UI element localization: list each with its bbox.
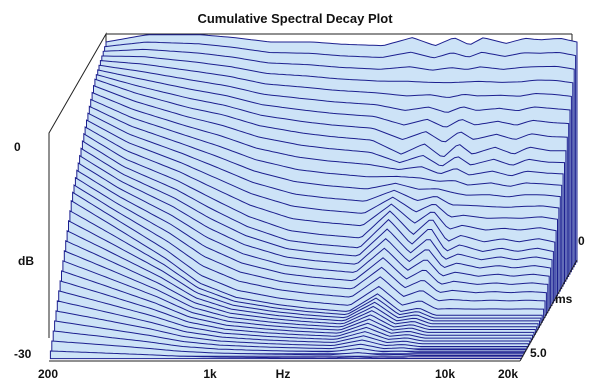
decay-slice	[51, 340, 524, 357]
x-tick-20k: 20k	[498, 367, 518, 381]
decay-slice	[52, 330, 525, 355]
chart-title: Cumulative Spectral Decay Plot	[197, 11, 393, 26]
y-tick-bottom: -30	[14, 347, 32, 361]
decay-slices	[49, 34, 578, 362]
x-tick-10k: 10k	[435, 367, 455, 381]
z-tick-0: 0	[578, 234, 585, 248]
x-tick-1k: 1k	[203, 367, 217, 381]
z-tick-5: 5.0	[530, 346, 547, 360]
decay-slice	[49, 350, 522, 360]
z-axis-line	[519, 259, 578, 362]
y-axis-label: dB	[18, 254, 34, 268]
decay-slice	[54, 320, 527, 352]
z-axis-label: ms	[555, 292, 573, 306]
x-tick-200: 200	[38, 367, 58, 381]
y-tick-top: 0	[14, 140, 21, 154]
x-axis-label: Hz	[276, 367, 291, 381]
